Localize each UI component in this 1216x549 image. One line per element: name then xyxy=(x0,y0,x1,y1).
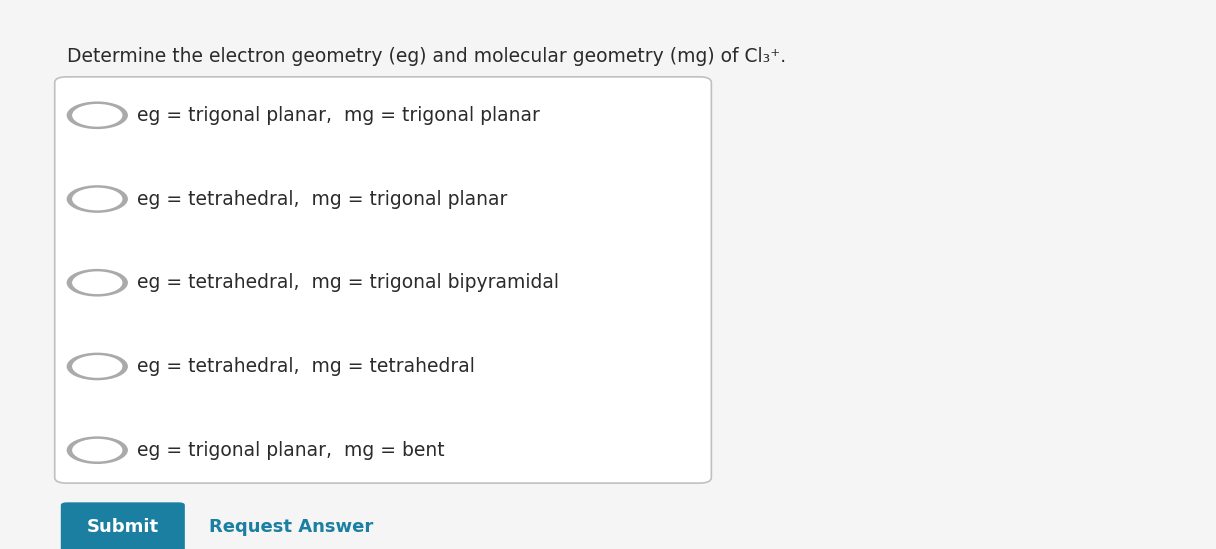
FancyBboxPatch shape xyxy=(61,502,185,549)
Text: eg = tetrahedral,  mg = tetrahedral: eg = tetrahedral, mg = tetrahedral xyxy=(137,357,475,376)
Circle shape xyxy=(67,436,128,464)
Circle shape xyxy=(67,185,128,213)
Text: eg = tetrahedral,  mg = trigonal planar: eg = tetrahedral, mg = trigonal planar xyxy=(137,189,508,209)
Circle shape xyxy=(72,188,123,210)
Text: Submit: Submit xyxy=(86,518,159,536)
Text: eg = trigonal planar,  mg = trigonal planar: eg = trigonal planar, mg = trigonal plan… xyxy=(137,106,540,125)
Text: Request Answer: Request Answer xyxy=(209,518,373,536)
Text: Determine the electron geometry (eg) and molecular geometry (mg) of Cl₃⁺.: Determine the electron geometry (eg) and… xyxy=(67,47,786,66)
Text: eg = tetrahedral,  mg = trigonal bipyramidal: eg = tetrahedral, mg = trigonal bipyrami… xyxy=(137,273,559,292)
Circle shape xyxy=(72,439,123,462)
Circle shape xyxy=(72,355,123,378)
Circle shape xyxy=(72,271,123,294)
Circle shape xyxy=(72,104,123,127)
Text: eg = trigonal planar,  mg = bent: eg = trigonal planar, mg = bent xyxy=(137,441,445,460)
FancyBboxPatch shape xyxy=(55,77,711,483)
Circle shape xyxy=(67,269,128,296)
Circle shape xyxy=(67,102,128,129)
Circle shape xyxy=(67,352,128,380)
